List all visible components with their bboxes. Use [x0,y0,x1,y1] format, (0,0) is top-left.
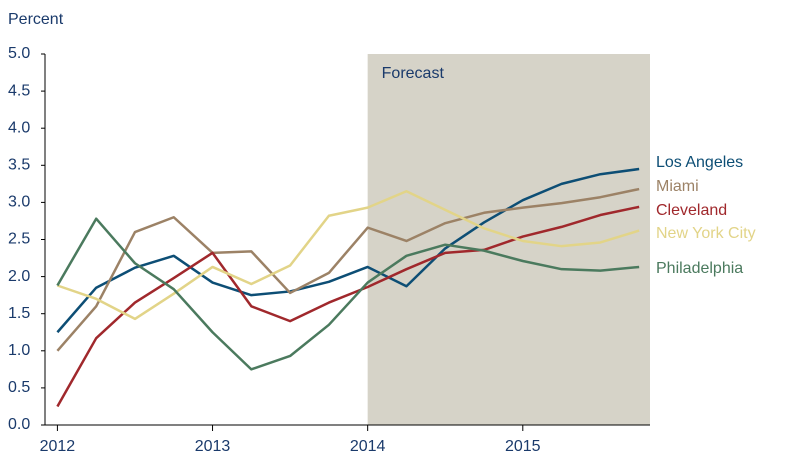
y-tick-label: 0.5 [8,379,30,396]
legend-label: Cleveland [656,202,727,219]
series-line [57,190,640,321]
annotation: Forecast [382,65,445,82]
legend-label: Los Angeles [656,154,743,171]
x-tick-label: 2013 [195,438,231,455]
x-tick-label: 2012 [40,438,76,455]
y-tick-label: 0.0 [8,416,30,433]
legend-label: New York City [656,225,756,242]
series-line [56,205,640,408]
forecast-region [367,54,650,425]
y-tick-label: 2.0 [8,268,30,285]
y-tick-label: 2.5 [8,231,30,248]
series-line [56,187,640,352]
y-axis-label: Percent [8,11,64,28]
y-tick-label: 4.5 [8,82,30,99]
series-line [56,167,640,334]
y-tick-label: 1.0 [8,342,30,359]
y-tick-label: 4.0 [8,119,30,136]
y-tick-label: 3.5 [8,157,30,174]
y-tick-label: 5.0 [8,45,30,62]
legend-label: Philadelphia [656,260,743,277]
series-line [56,217,640,371]
x-tick-label: 2014 [350,438,386,455]
y-tick-label: 3.0 [8,194,30,211]
y-tick-label: 1.5 [8,305,30,322]
x-tick-label: 2015 [505,438,541,455]
legend-label: Miami [656,178,699,195]
